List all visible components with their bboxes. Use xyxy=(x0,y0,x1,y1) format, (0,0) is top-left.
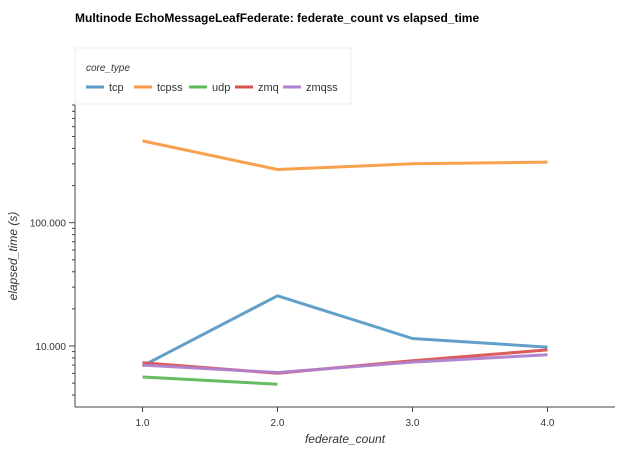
legend-label-zmq: zmq xyxy=(258,82,279,94)
x-axis-label: federate_count xyxy=(305,432,386,446)
series-line-zmqss xyxy=(142,353,548,374)
chart-title: Multinode EchoMessageLeafFederate: feder… xyxy=(75,11,479,25)
legend-label-tcpss: tcpss xyxy=(157,82,183,94)
x-tick-label: 2.0 xyxy=(271,418,285,429)
legend-items: tcp tcpss udp zmq zmqss xyxy=(86,82,338,94)
x-tick-label: 3.0 xyxy=(406,418,420,429)
y-axis-ticks: 10.000 100.000 xyxy=(30,104,75,396)
y-axis-label: elapsed_time (s) xyxy=(6,212,20,301)
series-line-tcpss xyxy=(142,139,548,171)
y-tick-label: 10.000 xyxy=(35,342,66,353)
series-line-tcp xyxy=(141,294,548,368)
legend: core_type tcp tcpss udp zmq zmqss xyxy=(74,47,352,105)
x-axis-ticks: 1.0 2.0 3.0 4.0 xyxy=(136,407,555,429)
legend-label-tcp: tcp xyxy=(109,82,124,94)
legend-label-zmqss: zmqss xyxy=(306,82,338,94)
y-tick-label: 100.000 xyxy=(30,219,67,230)
legend-box xyxy=(74,47,352,105)
x-tick-label: 4.0 xyxy=(541,418,555,429)
series-line-udp xyxy=(142,375,278,386)
x-tick-label: 1.0 xyxy=(136,418,150,429)
legend-label-udp: udp xyxy=(212,82,230,94)
plot-area xyxy=(141,139,548,386)
legend-title: core_type xyxy=(86,63,130,74)
